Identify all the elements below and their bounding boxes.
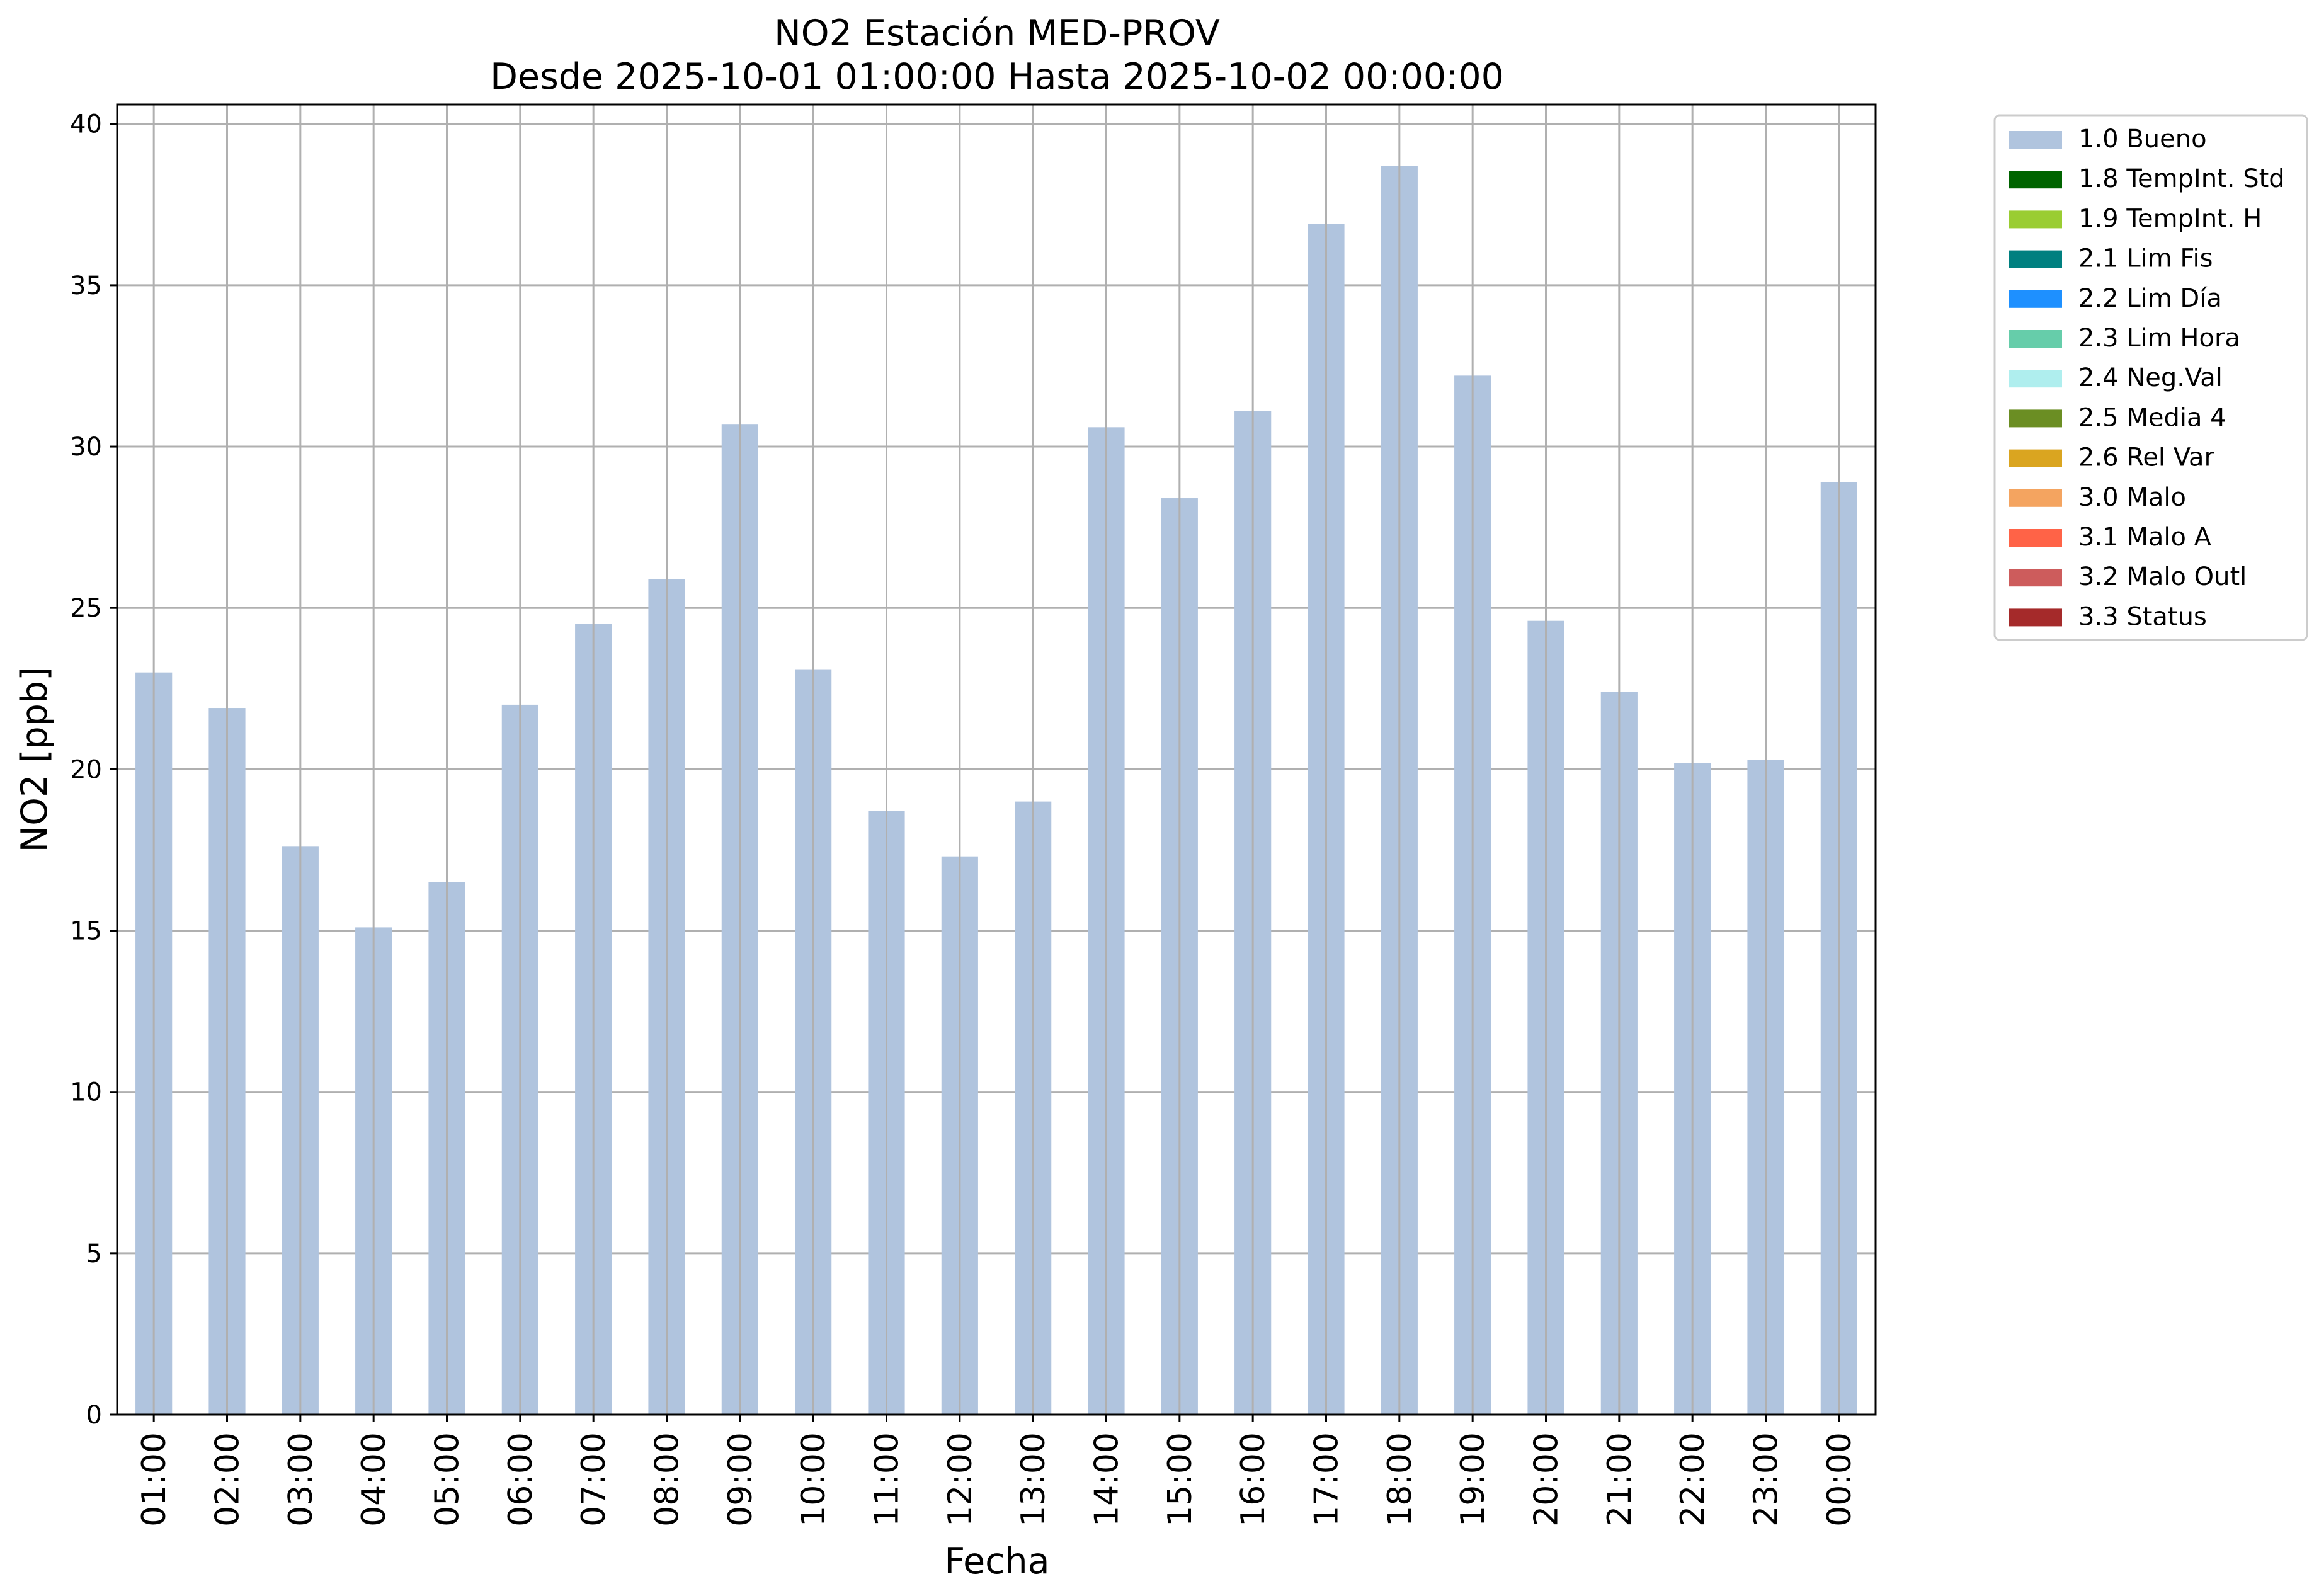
y-axis-ticks: 0 5 10 15 20 25 30 35 40: [70, 110, 117, 1430]
x-tick-label: 20:00: [1528, 1432, 1566, 1527]
x-tick-label: 23:00: [1748, 1432, 1786, 1527]
plot-frame: [116, 103, 1877, 1416]
legend-swatch: [2009, 210, 2062, 229]
x-tick-label: 12:00: [942, 1432, 979, 1527]
x-tick-label: 15:00: [1161, 1432, 1199, 1527]
legend-label: 1.0 Bueno: [2078, 125, 2207, 154]
x-tick-label: 17:00: [1308, 1432, 1346, 1527]
x-tick-label: 10:00: [795, 1432, 833, 1527]
y-tick-label: 0: [86, 1401, 102, 1430]
y-tick-label: 15: [70, 917, 102, 946]
legend-swatch: [2009, 529, 2062, 547]
y-tick-label: 20: [70, 755, 102, 784]
x-tick-label: 22:00: [1674, 1432, 1712, 1527]
x-tick-label: 09:00: [722, 1432, 760, 1527]
bars: [135, 166, 1857, 1415]
y-tick-label: 30: [70, 433, 102, 462]
x-tick-label: 03:00: [282, 1432, 320, 1527]
x-tick-label: 07:00: [575, 1432, 613, 1527]
legend-swatch: [2009, 489, 2062, 507]
y-tick-label: 40: [70, 110, 102, 139]
x-tick-label: 02:00: [209, 1432, 247, 1527]
x-tick-label: 11:00: [869, 1432, 906, 1527]
legend-swatch: [2009, 370, 2062, 388]
y-tick-label: 25: [70, 594, 102, 623]
legend-swatch: [2009, 569, 2062, 587]
chart-title: NO2 Estación MED-PROV: [774, 13, 1220, 54]
y-axis-label: NO2 [ppb]: [14, 667, 55, 853]
legend-swatch: [2009, 290, 2062, 308]
x-tick-label: 08:00: [649, 1432, 687, 1527]
y-tick-label: 10: [70, 1078, 102, 1107]
legend-swatch: [2009, 171, 2062, 189]
x-tick-label: 04:00: [355, 1432, 393, 1527]
x-tick-label: 18:00: [1381, 1432, 1419, 1527]
x-tick-label: 13:00: [1015, 1432, 1052, 1527]
y-tick-label: 5: [86, 1240, 102, 1268]
legend-label: 3.2 Malo Outl: [2078, 562, 2247, 591]
chart-subtitle: Desde 2025-10-01 01:00:00 Hasta 2025-10-…: [490, 56, 1504, 98]
x-tick-label: 16:00: [1234, 1432, 1272, 1527]
legend-swatch: [2009, 608, 2062, 627]
legend-swatch: [2009, 250, 2062, 268]
legend-label: 3.1 Malo A: [2078, 523, 2212, 552]
x-tick-label: 01:00: [135, 1432, 173, 1527]
x-axis-ticks: 01:00 02:00 03:00 04:00 05:00 06:00 07:00 08:00…: [135, 1415, 1859, 1527]
legend-swatch: [2009, 131, 2062, 149]
legend-label: 2.1 Lim Fis: [2078, 244, 2213, 273]
legend-swatch: [2009, 409, 2062, 428]
y-tick-label: 35: [70, 271, 102, 300]
x-tick-label: 05:00: [429, 1432, 467, 1527]
x-tick-label: 19:00: [1454, 1432, 1492, 1527]
legend-label: 2.2 Lim Día: [2078, 284, 2222, 313]
legend-swatch: [2009, 449, 2062, 467]
x-tick-label: 14:00: [1088, 1432, 1126, 1527]
legend-label: 2.4 Neg.Val: [2078, 363, 2223, 392]
legend-label: 3.3 Status: [2078, 602, 2207, 631]
x-tick-label: 06:00: [502, 1432, 540, 1527]
legend: 1.0 Bueno 1.8 TempInt. Std 1.9 TempInt. H 2…: [1993, 114, 2308, 641]
x-tick-label: 00:00: [1821, 1432, 1859, 1527]
x-grid-lines: [152, 105, 1840, 1415]
x-axis-label: Fecha: [944, 1541, 1049, 1582]
legend-frame: [1993, 114, 2308, 641]
grid-lines: [117, 123, 1876, 1416]
legend-label: 1.8 TempInt. Std: [2078, 164, 2285, 193]
x-tick-label: 21:00: [1601, 1432, 1639, 1527]
legend-label: 2.3 Lim Hora: [2078, 324, 2240, 353]
legend-swatch: [2009, 330, 2062, 348]
legend-label: 3.0 Malo: [2078, 483, 2186, 512]
legend-label: 1.9 TempInt. H: [2078, 204, 2262, 233]
legend-label: 2.5 Media 4: [2078, 403, 2226, 432]
legend-label: 2.6 Rel Var: [2078, 443, 2215, 472]
